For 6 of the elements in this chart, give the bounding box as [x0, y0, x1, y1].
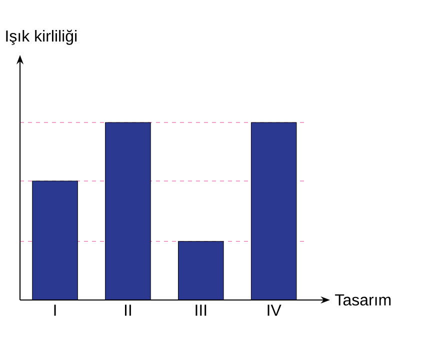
y-axis-title: Işık kirliliği	[6, 30, 76, 45]
x-axis-title: Tasarım	[335, 294, 391, 306]
x-tick-label: I	[54, 304, 56, 316]
x-tick-label: IV	[268, 304, 282, 316]
x-tick-label: II	[124, 304, 131, 316]
x-tick-label: III	[196, 304, 206, 316]
